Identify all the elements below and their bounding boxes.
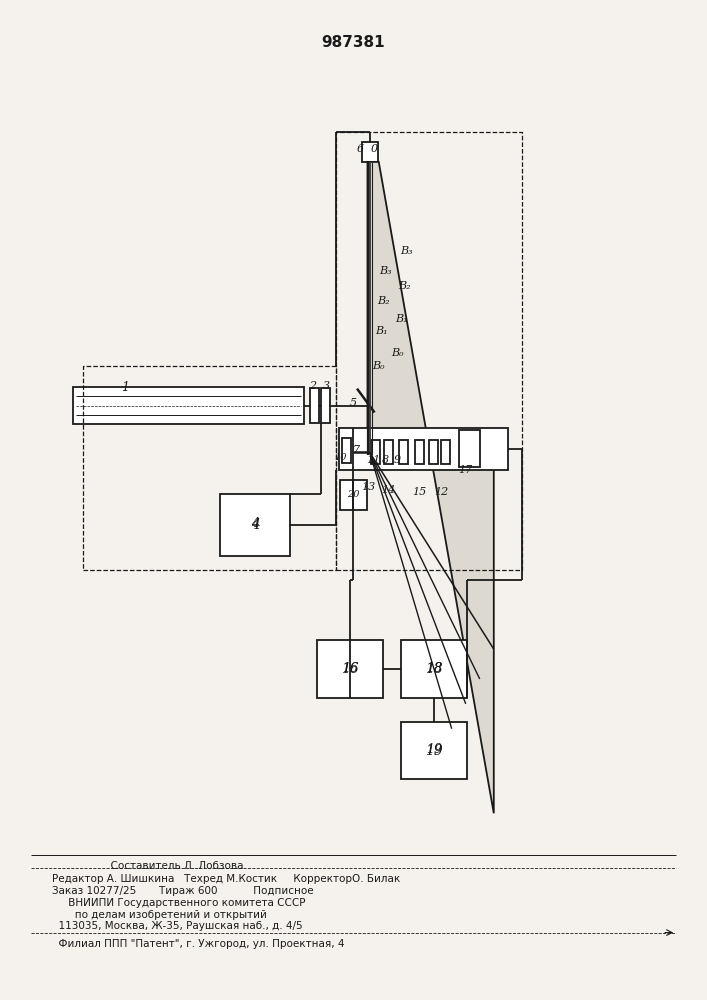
Bar: [362, 142, 378, 162]
Bar: [321, 388, 330, 423]
Text: 7: 7: [353, 445, 360, 455]
Bar: [459, 430, 480, 467]
Polygon shape: [368, 162, 493, 813]
Text: 3: 3: [322, 381, 329, 391]
Text: 18: 18: [426, 662, 442, 675]
Bar: [339, 428, 508, 470]
Bar: [317, 640, 383, 698]
Text: 19: 19: [426, 744, 443, 758]
Bar: [401, 640, 467, 698]
Text: 9: 9: [393, 455, 401, 465]
Text: 16: 16: [342, 662, 358, 675]
Text: 14: 14: [382, 485, 396, 495]
Text: Филиал ППП "Патент", г. Ужгород, ул. Проектная, 4: Филиал ППП "Патент", г. Ужгород, ул. Про…: [52, 939, 344, 949]
Text: 6: 6: [357, 144, 364, 154]
Bar: [341, 438, 351, 463]
Text: 16: 16: [341, 662, 359, 676]
Bar: [310, 388, 320, 423]
Bar: [73, 387, 305, 424]
Text: 113035, Москва, Ж-35, Раушская наб., д. 4/5: 113035, Москва, Ж-35, Раушская наб., д. …: [52, 921, 303, 931]
Text: 987381: 987381: [322, 35, 385, 50]
Text: 17: 17: [459, 465, 473, 475]
Text: 1: 1: [122, 381, 129, 394]
Text: 4: 4: [251, 518, 259, 532]
Text: 8: 8: [382, 455, 389, 465]
Bar: [340, 480, 367, 510]
Text: B₁: B₁: [395, 314, 407, 324]
Bar: [429, 440, 438, 464]
Text: 11: 11: [366, 455, 380, 465]
Text: 20: 20: [347, 490, 360, 499]
Text: 19: 19: [426, 743, 442, 756]
Bar: [384, 440, 393, 464]
Bar: [401, 722, 467, 779]
Text: 15: 15: [412, 487, 426, 497]
Text: 12: 12: [434, 487, 448, 497]
Text: 10: 10: [334, 453, 346, 462]
Text: 0: 0: [371, 144, 378, 154]
Text: B₃: B₃: [399, 246, 412, 256]
Text: по делам изобретений и открытий: по делам изобретений и открытий: [52, 910, 267, 920]
Bar: [415, 440, 424, 464]
Text: B₂: B₂: [398, 281, 410, 291]
Text: B₀: B₀: [391, 348, 403, 358]
Text: 18: 18: [426, 662, 443, 676]
Text: 4: 4: [251, 517, 259, 530]
Bar: [399, 440, 408, 464]
Text: 5: 5: [350, 398, 357, 408]
Text: B₀: B₀: [372, 361, 385, 371]
Text: 2: 2: [309, 381, 316, 391]
Text: B₂: B₂: [378, 296, 390, 306]
Text: 13: 13: [361, 482, 375, 492]
Bar: [441, 440, 450, 464]
Bar: [371, 440, 380, 464]
Text: Редактор А. Шишкина   Техред М.Костик     КорректорО. Билак: Редактор А. Шишкина Техред М.Костик Корр…: [52, 874, 400, 884]
Text: ВНИИПИ Государственного комитета СССР: ВНИИПИ Государственного комитета СССР: [52, 898, 305, 908]
Text: Составитель Л. Лобзова: Составитель Л. Лобзова: [52, 861, 243, 871]
Text: Заказ 10277/25       Тираж 600           Подписное: Заказ 10277/25 Тираж 600 Подписное: [52, 886, 313, 896]
Text: B₁: B₁: [375, 326, 388, 336]
Text: B₃: B₃: [380, 266, 392, 276]
Bar: [220, 494, 291, 556]
